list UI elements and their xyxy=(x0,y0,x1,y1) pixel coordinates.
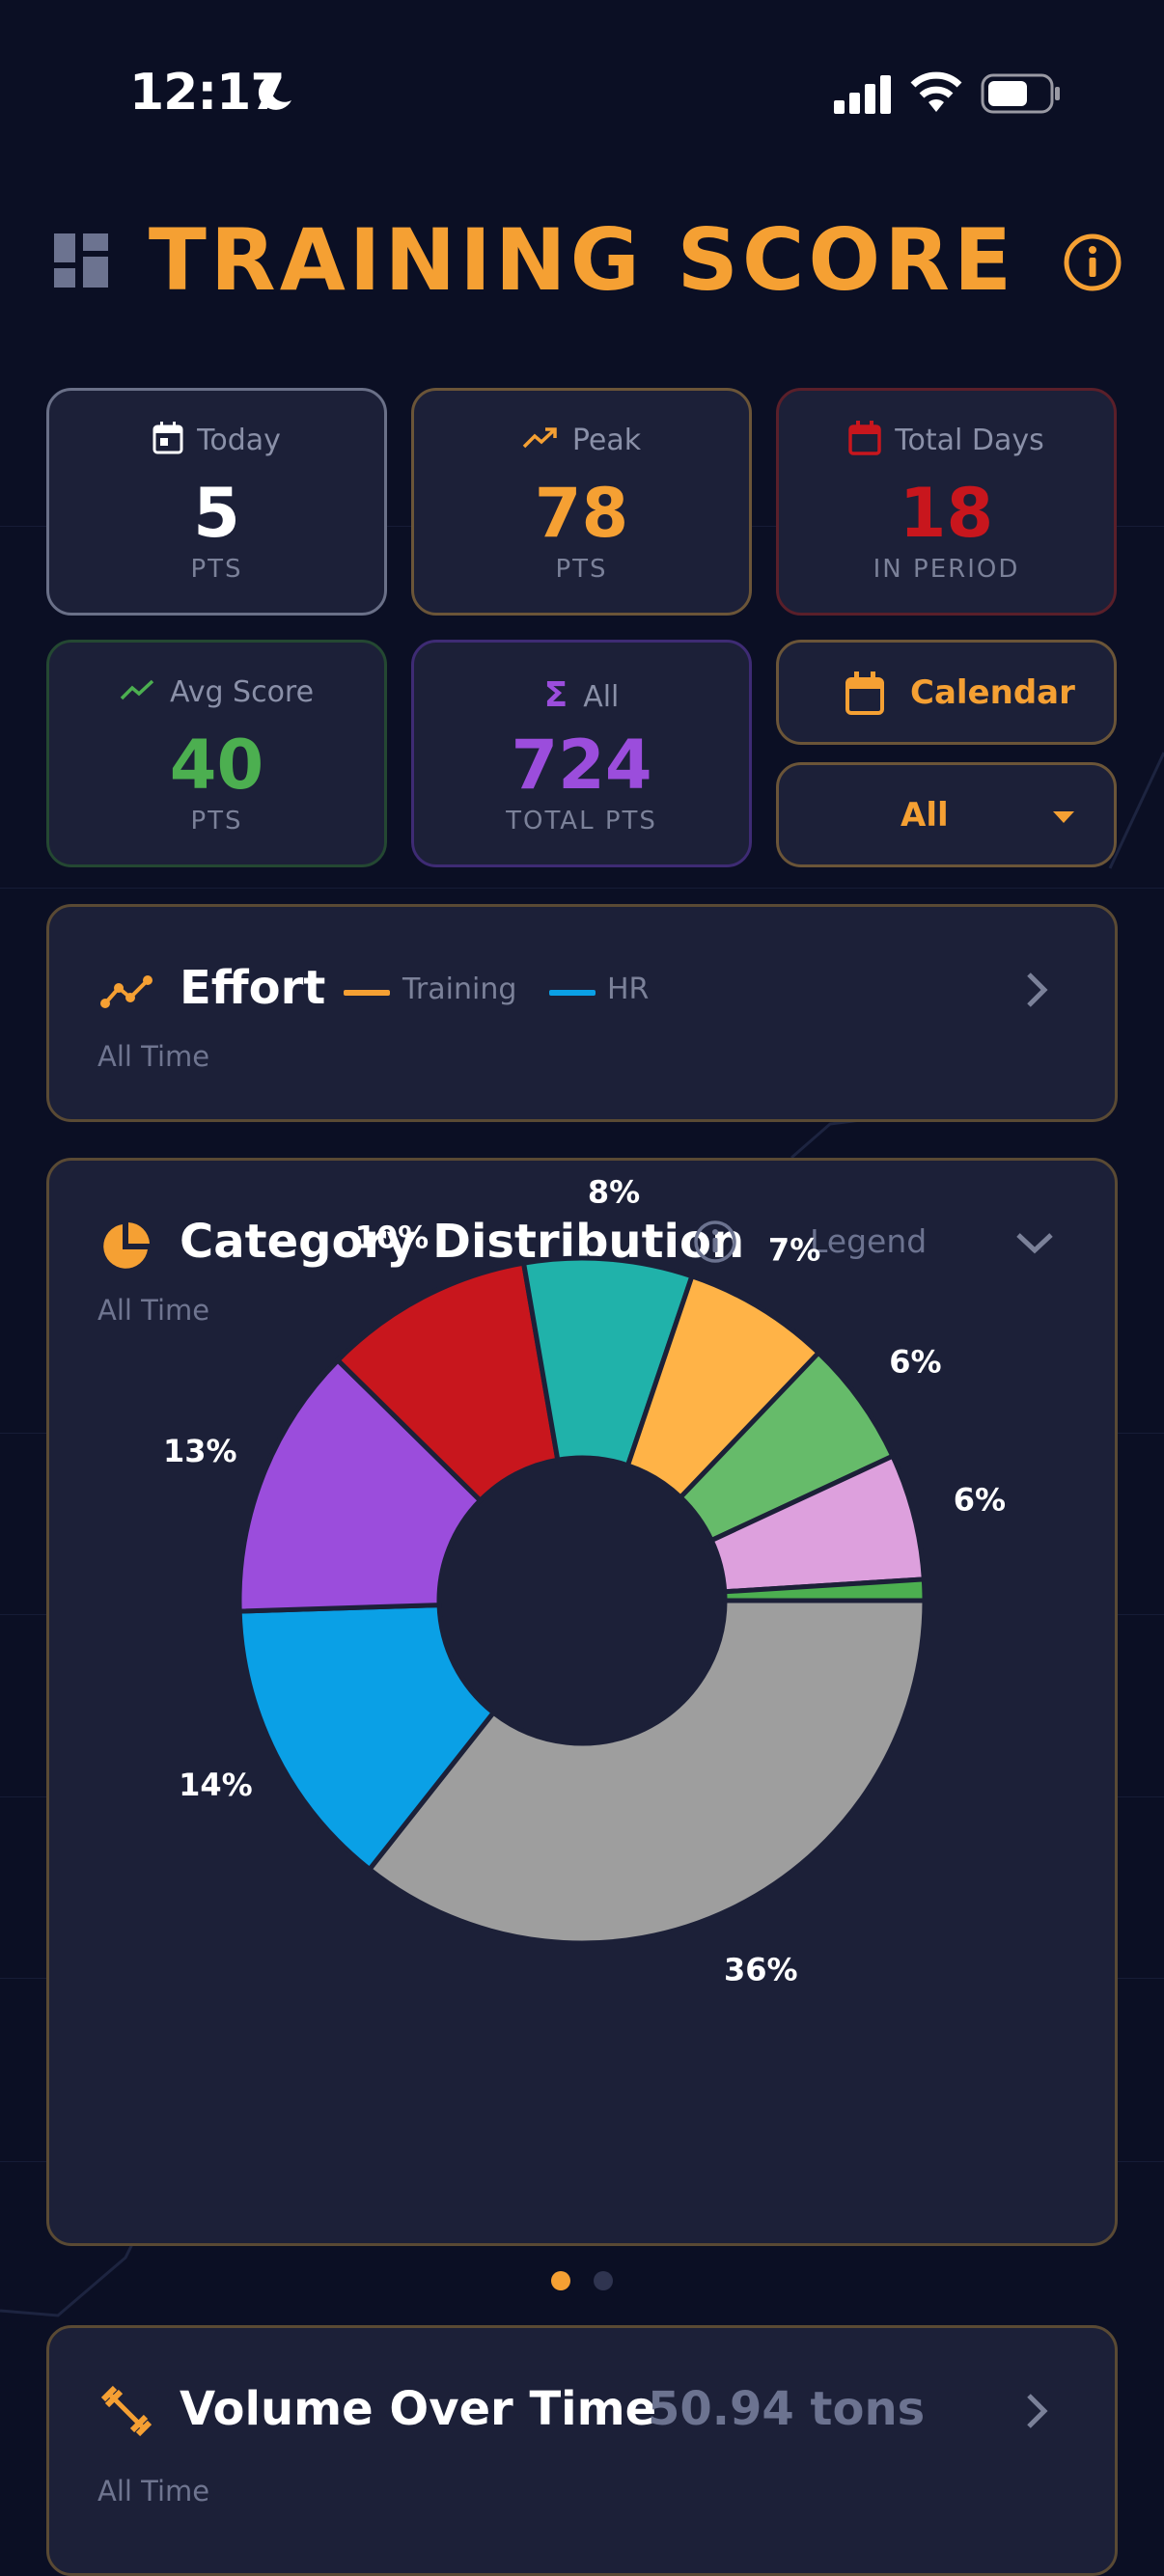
dropdown-arrow-icon xyxy=(1053,811,1074,823)
trending-line-icon xyxy=(120,679,154,699)
cellular-signal-icon xyxy=(834,75,891,114)
calendar-day-icon xyxy=(152,421,183,453)
dashboard-grid-icon[interactable] xyxy=(54,233,108,288)
donut-slice xyxy=(236,1603,497,1874)
pager-dot-active[interactable] xyxy=(551,2271,570,2290)
total-days-stat-card[interactable]: Total Days 18 IN PERIOD xyxy=(776,388,1117,616)
volume-over-time-card[interactable]: Volume Over Time 50.94 tons All Time xyxy=(46,2325,1118,2576)
info-icon[interactable] xyxy=(692,1219,738,1265)
sigma-icon: Σ xyxy=(543,675,568,715)
moon-icon xyxy=(258,74,291,110)
effort-subtitle: All Time xyxy=(97,1040,210,1073)
donut-percent-label: 10% xyxy=(355,1219,430,1255)
calendar-icon xyxy=(848,420,882,455)
today-unit: PTS xyxy=(190,555,243,584)
total-days-label: Total Days xyxy=(895,424,1044,457)
category-title: Category Distribution xyxy=(180,1215,745,1269)
page-title: TRAINING SCORE xyxy=(148,210,1016,310)
calendar-icon xyxy=(845,671,884,715)
volume-subtitle: All Time xyxy=(97,2475,210,2507)
donut-slice xyxy=(236,1357,485,1614)
today-stat-card[interactable]: Today 5 PTS xyxy=(46,388,387,616)
category-donut-chart: 36% 14% 13% 10% 8% 7% 6% 6% xyxy=(163,1173,1006,1988)
legend-label-hr: HR xyxy=(607,973,650,1006)
donut-percent-label: 6% xyxy=(954,1481,1006,1518)
period-filter-dropdown[interactable]: All xyxy=(776,762,1117,867)
donut-percent-label: 8% xyxy=(588,1173,640,1210)
donut-slice xyxy=(366,1598,928,1946)
total-days-unit: IN PERIOD xyxy=(873,555,1020,584)
all-unit: TOTAL PTS xyxy=(506,807,657,836)
peak-stat-card[interactable]: Peak 78 PTS xyxy=(411,388,752,616)
battery-icon xyxy=(981,73,1060,114)
peak-label: Peak xyxy=(571,424,642,457)
volume-value: 50.94 tons xyxy=(648,2382,926,2436)
pie-chart-icon xyxy=(103,1222,150,1269)
all-stat-card[interactable]: Σ All 724 TOTAL PTS xyxy=(411,640,752,867)
donut-percent-label: 6% xyxy=(889,1343,941,1380)
donut-percent-label: 14% xyxy=(179,1767,253,1803)
calendar-button[interactable]: Calendar xyxy=(776,640,1117,745)
avg-score-value: 40 xyxy=(169,726,264,805)
peak-unit: PTS xyxy=(555,555,608,584)
dumbbell-icon xyxy=(100,2385,152,2437)
legend-label-training: Training xyxy=(402,973,517,1006)
chevron-down-icon[interactable] xyxy=(1014,1230,1055,1255)
pager-dot[interactable] xyxy=(594,2271,613,2290)
donut-slice xyxy=(722,1576,928,1603)
all-value: 724 xyxy=(511,726,652,805)
today-label: Today xyxy=(197,424,281,457)
category-distribution-card: Category Distribution Legend All Time 36… xyxy=(46,1158,1118,2246)
legend-swatch-hr xyxy=(549,990,596,996)
period-filter-value: All xyxy=(901,796,949,835)
donut-slice xyxy=(334,1260,561,1504)
category-subtitle: All Time xyxy=(97,1294,210,1327)
line-chart-icon xyxy=(100,975,152,1008)
effort-title: Effort xyxy=(180,961,326,1015)
legend-toggle-label[interactable]: Legend xyxy=(810,1222,928,1260)
legend-swatch-training xyxy=(344,990,390,996)
status-bar: 12:17 xyxy=(0,0,1164,193)
calendar-button-label: Calendar xyxy=(910,673,1075,712)
all-label: All xyxy=(583,680,620,714)
total-days-value: 18 xyxy=(899,474,994,553)
info-icon[interactable] xyxy=(1062,232,1123,293)
effort-card[interactable]: Effort Training HR All Time xyxy=(46,904,1118,1122)
today-value: 5 xyxy=(193,474,240,553)
avg-score-label: Avg Score xyxy=(169,675,315,709)
trending-up-icon xyxy=(522,426,557,448)
donut-percent-label: 7% xyxy=(768,1231,820,1268)
donut-percent-label: 36% xyxy=(724,1952,798,1988)
chevron-right-icon[interactable] xyxy=(1024,2392,1049,2430)
donut-percent-label: 13% xyxy=(163,1433,237,1469)
wifi-icon xyxy=(910,71,962,112)
avg-score-unit: PTS xyxy=(190,807,243,836)
peak-value: 78 xyxy=(534,474,629,553)
avg-score-stat-card[interactable]: Avg Score 40 PTS xyxy=(46,640,387,867)
chevron-right-icon[interactable] xyxy=(1024,971,1049,1009)
volume-title: Volume Over Time xyxy=(180,2382,657,2436)
